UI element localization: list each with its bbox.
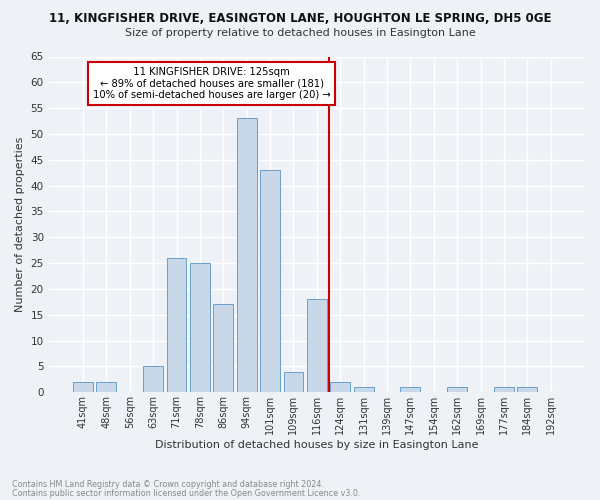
Bar (494, 387, 514, 392)
Bar (143, 366, 163, 392)
Text: Contains HM Land Registry data © Crown copyright and database right 2024.: Contains HM Land Registry data © Crown c… (12, 480, 324, 489)
X-axis label: Distribution of detached houses by size in Easington Lane: Distribution of detached houses by size … (155, 440, 479, 450)
Text: Contains public sector information licensed under the Open Government Licence v3: Contains public sector information licen… (12, 489, 361, 498)
Text: 11 KINGFISHER DRIVE: 125sqm  
← 89% of detached houses are smaller (181)
10% of : 11 KINGFISHER DRIVE: 125sqm ← 89% of det… (93, 67, 331, 100)
Bar (447, 387, 467, 392)
Bar (97, 382, 116, 392)
Bar (330, 382, 350, 392)
Text: 11, KINGFISHER DRIVE, EASINGTON LANE, HOUGHTON LE SPRING, DH5 0GE: 11, KINGFISHER DRIVE, EASINGTON LANE, HO… (49, 12, 551, 26)
Bar (237, 118, 257, 392)
Bar (73, 382, 93, 392)
Text: Size of property relative to detached houses in Easington Lane: Size of property relative to detached ho… (125, 28, 475, 38)
Bar (400, 387, 421, 392)
Y-axis label: Number of detached properties: Number of detached properties (15, 136, 25, 312)
Bar (307, 300, 327, 392)
Bar (260, 170, 280, 392)
Bar (190, 263, 210, 392)
Bar (284, 372, 304, 392)
Bar (517, 387, 537, 392)
Bar (167, 258, 187, 392)
Bar (353, 387, 374, 392)
Bar (214, 304, 233, 392)
